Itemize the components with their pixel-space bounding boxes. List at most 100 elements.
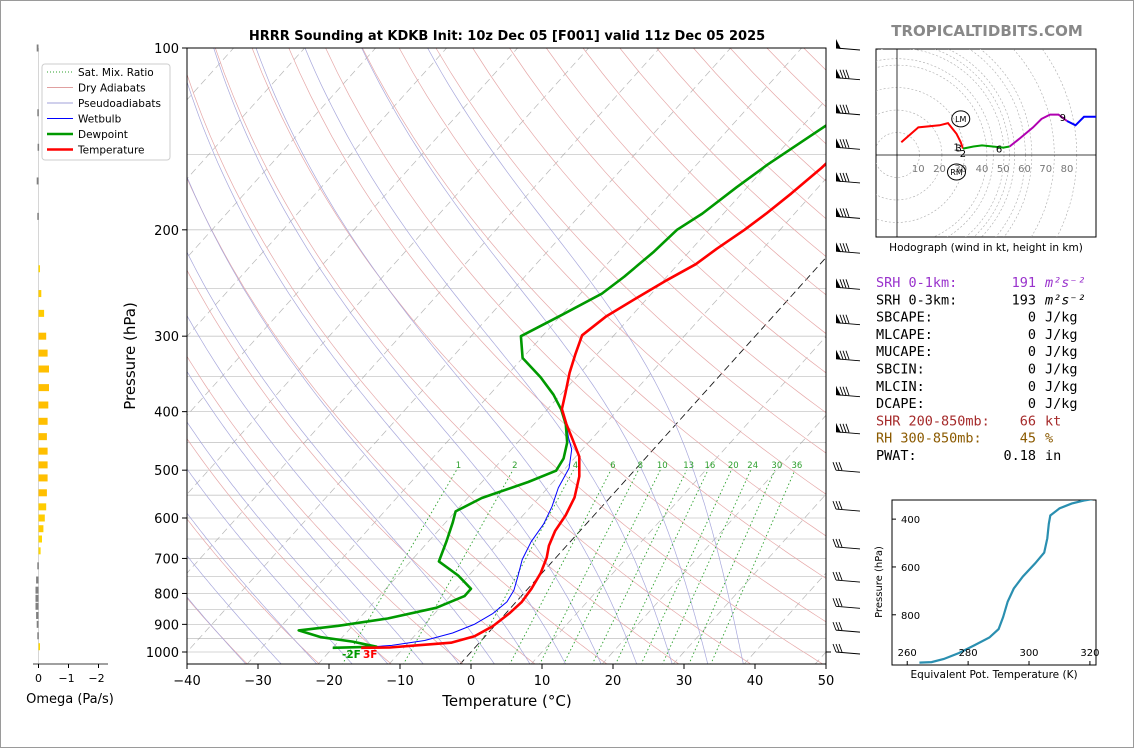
hodograph-ring-label: 40 xyxy=(976,164,989,175)
dry-adiabat xyxy=(214,48,752,664)
y-tick-label: 800 xyxy=(154,587,179,602)
hodograph-ring-label: 60 xyxy=(1018,164,1031,175)
wind-barb xyxy=(832,598,861,609)
y-tick-label: 200 xyxy=(154,224,179,239)
dry-adiabat xyxy=(546,48,826,335)
theta-e-y-tick-label: 400 xyxy=(901,515,920,526)
barb-flag xyxy=(835,571,840,581)
dry-adiabat xyxy=(398,48,826,495)
omega-bar xyxy=(38,265,40,273)
x-tick-label: 10 xyxy=(534,674,551,689)
omega-bar xyxy=(38,417,48,425)
barb-shaft xyxy=(835,469,861,473)
pseudoadiabat xyxy=(187,421,389,664)
pseudoadiabat xyxy=(187,555,282,664)
barb-shaft xyxy=(835,629,861,633)
hodograph-caption: Hodograph (wind in kt, height in km) xyxy=(889,242,1083,254)
legend-label: Dewpoint xyxy=(78,129,128,141)
barb-flag xyxy=(842,350,847,360)
index-label: SHR 200-850mb: xyxy=(876,413,990,429)
surface-dewpoint-label: -2F xyxy=(342,649,361,661)
barb-flag xyxy=(839,314,844,324)
pseudoadiabat xyxy=(187,251,495,664)
wind-barb xyxy=(835,278,861,290)
barb-flag xyxy=(839,423,844,433)
pseudoadiabat xyxy=(187,176,531,664)
barb-shaft xyxy=(835,579,861,583)
barb-flag xyxy=(835,621,840,631)
omega-bar xyxy=(38,643,40,651)
isotherm xyxy=(601,414,826,664)
dry-adiabat xyxy=(288,48,826,623)
barb-pennant xyxy=(836,207,841,218)
theta-e-x-tick-label: 300 xyxy=(1019,648,1038,659)
hodograph-height-label: 3 xyxy=(955,144,961,155)
theta-e-content xyxy=(919,500,1094,664)
mixing-ratio-label: 30 xyxy=(771,461,782,471)
isotherm xyxy=(459,256,826,664)
wind-barb xyxy=(835,68,861,81)
barb-flag xyxy=(842,208,847,218)
mixing-ratio-line xyxy=(640,469,732,664)
theta-e-x-tick-label: 280 xyxy=(959,648,978,659)
barb-pennant xyxy=(836,171,841,182)
y-tick-label: 100 xyxy=(154,42,179,57)
isotherm xyxy=(187,48,731,653)
barb-shaft xyxy=(835,605,861,609)
barb-flag xyxy=(832,500,837,510)
index-label: SRH 0-3km: xyxy=(876,292,957,308)
barb-flag xyxy=(845,350,850,360)
storm-motion-marker xyxy=(947,163,966,181)
hodograph-ring-label: 70 xyxy=(1039,164,1052,175)
omega-axis-label: Omega (Pa/s) xyxy=(26,692,114,707)
barb-flag xyxy=(838,462,843,471)
legend-label: Sat. Mix. Ratio xyxy=(78,67,154,79)
barb-flag xyxy=(839,350,844,360)
omega-bar xyxy=(38,401,49,409)
barb-flag xyxy=(842,386,847,396)
pseudoadiabat xyxy=(304,48,673,664)
skewt-axes: −40 −30 −20 −10 0 10 20 30 40 50 100 200 300 400 500 60… xyxy=(121,42,834,710)
y-tick-label: 400 xyxy=(154,406,179,421)
barb-flag xyxy=(845,386,850,396)
omega-bar xyxy=(38,461,48,469)
index-label: SBCIN: xyxy=(876,362,925,378)
mixing-ratio-label: 20 xyxy=(728,461,739,471)
legend-label: Pseudoadiabats xyxy=(78,98,161,110)
dry-adiabat xyxy=(472,48,826,414)
barb-pennant xyxy=(836,103,841,114)
barb-flag xyxy=(839,279,844,288)
y-tick-label: 300 xyxy=(154,330,179,345)
index-unit: % xyxy=(1045,431,1053,447)
isotherm xyxy=(530,335,826,664)
barb-flag xyxy=(842,423,847,433)
hodograph-trace xyxy=(1066,115,1096,127)
barb-pennant xyxy=(836,242,841,253)
barb-flag xyxy=(835,500,840,510)
mixing-ratio-line xyxy=(468,469,574,664)
pseudoadiabat xyxy=(361,48,709,664)
index-unit: J/kg xyxy=(1045,362,1078,378)
barb-flag xyxy=(845,104,850,114)
index-label: MLCAPE: xyxy=(876,327,933,343)
barb-flag xyxy=(838,571,843,581)
wind-barb xyxy=(835,385,861,398)
surface-temperature-label: 3F xyxy=(363,649,377,661)
mixing-ratio-label: 4 xyxy=(573,461,578,471)
isotherm xyxy=(672,493,826,664)
omega-bar xyxy=(37,143,40,151)
dry-adiabat xyxy=(187,438,392,664)
mixing-ratio-line xyxy=(688,469,776,664)
omega-bar xyxy=(38,489,47,497)
barb-flag xyxy=(832,598,837,607)
mixing-ratio-line xyxy=(710,469,796,664)
wind-barb xyxy=(832,621,861,633)
mixing-ratio-label: 6 xyxy=(610,461,615,471)
mixing-ratio-label: 2 xyxy=(512,461,517,471)
barb-flag xyxy=(832,621,837,631)
dry-adiabat xyxy=(509,48,826,374)
index-value: 193 xyxy=(1012,292,1036,308)
barb-flag xyxy=(839,208,844,218)
wind-barb xyxy=(835,313,861,326)
wind-barb xyxy=(835,138,861,150)
